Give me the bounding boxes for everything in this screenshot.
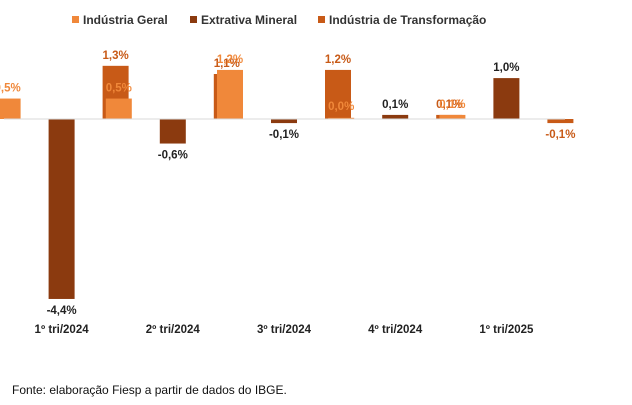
legend-swatch-industria-geral xyxy=(72,16,79,23)
category-tick-3: 3º tri/2024 xyxy=(257,324,312,336)
data-label-industria-de-transformacao-1: 1,3% xyxy=(102,50,128,62)
legend-swatch-extrativa-mineral xyxy=(190,16,197,23)
data-label-industria-geral-4: 0,0% xyxy=(328,101,354,113)
bar-extrativa-mineral-4 xyxy=(382,114,409,119)
data-label-extrativa-mineral-4: 0,1% xyxy=(382,99,408,111)
data-label-industria-de-transformacao-3: 1,2% xyxy=(325,54,351,66)
data-label-industria-de-transformacao-4: 0,1% xyxy=(436,99,462,111)
data-label-industria-de-transformacao-5: -0,1% xyxy=(545,129,575,141)
bar-extrativa-mineral-2 xyxy=(159,119,186,144)
category-tick-1: 1º tri/2024 xyxy=(35,324,90,336)
bar-industria-geral-4 xyxy=(328,117,355,119)
bar-industria-de-transformacao-5 xyxy=(547,119,574,124)
data-label-industria-geral-2: 0,5% xyxy=(106,83,132,95)
data-label-industria-de-transformacao-2: 1,1% xyxy=(214,58,240,70)
data-label-extrativa-mineral-5: 1,0% xyxy=(493,62,519,74)
bar-industria-de-transformacao-3 xyxy=(325,69,351,119)
legend-label-industria-de-transformacao: Indústria de Transformação xyxy=(329,13,486,27)
bar-industria-geral-2 xyxy=(105,98,132,119)
data-label-industria-geral-1: 0,5% xyxy=(0,83,21,95)
bar-extrativa-mineral-3 xyxy=(271,119,297,124)
chart: Indústria Geral Extrativa Mineral Indústri… xyxy=(0,13,575,336)
data-label-extrativa-mineral-1: -4,4% xyxy=(47,305,77,317)
bars xyxy=(0,65,574,299)
data-labels: 0,5%-4,4%1,3%0,5%-0,6%1,1%1,2%-0,1%1,2%0… xyxy=(0,50,575,317)
data-label-extrativa-mineral-3: -0,1% xyxy=(269,129,299,141)
legend-swatch-industria-de-transformacao xyxy=(318,16,325,23)
bar-industria-geral-1 xyxy=(0,98,21,119)
data-label-industria-geral-3: 1,2% xyxy=(217,54,243,66)
category-tick-5: 1º tri/2025 xyxy=(479,324,534,336)
bar-extrativa-mineral-1 xyxy=(48,119,75,299)
category-tick-2: 2º tri/2024 xyxy=(146,324,201,336)
source-note: Fonte: elaboração Fiesp a partir de dado… xyxy=(12,383,287,397)
legend: Indústria Geral Extrativa Mineral Indústri… xyxy=(72,13,486,27)
bar-extrativa-mineral-5 xyxy=(493,78,520,119)
category-tick-4: 4º tri/2024 xyxy=(368,324,423,336)
category-axis: 1º tri/2024 2º tri/2024 3º tri/2024 4º tri/… xyxy=(35,324,534,336)
data-label-industria-geral-5: 0,1% xyxy=(439,99,465,111)
legend-label-industria-geral: Indústria Geral xyxy=(83,13,168,27)
data-label-extrativa-mineral-2: -0,6% xyxy=(158,150,188,162)
bar-industria-geral-3 xyxy=(217,69,243,119)
legend-label-extrativa-mineral: Extrativa Mineral xyxy=(201,13,297,27)
bar-industria-geral-5 xyxy=(439,114,466,119)
